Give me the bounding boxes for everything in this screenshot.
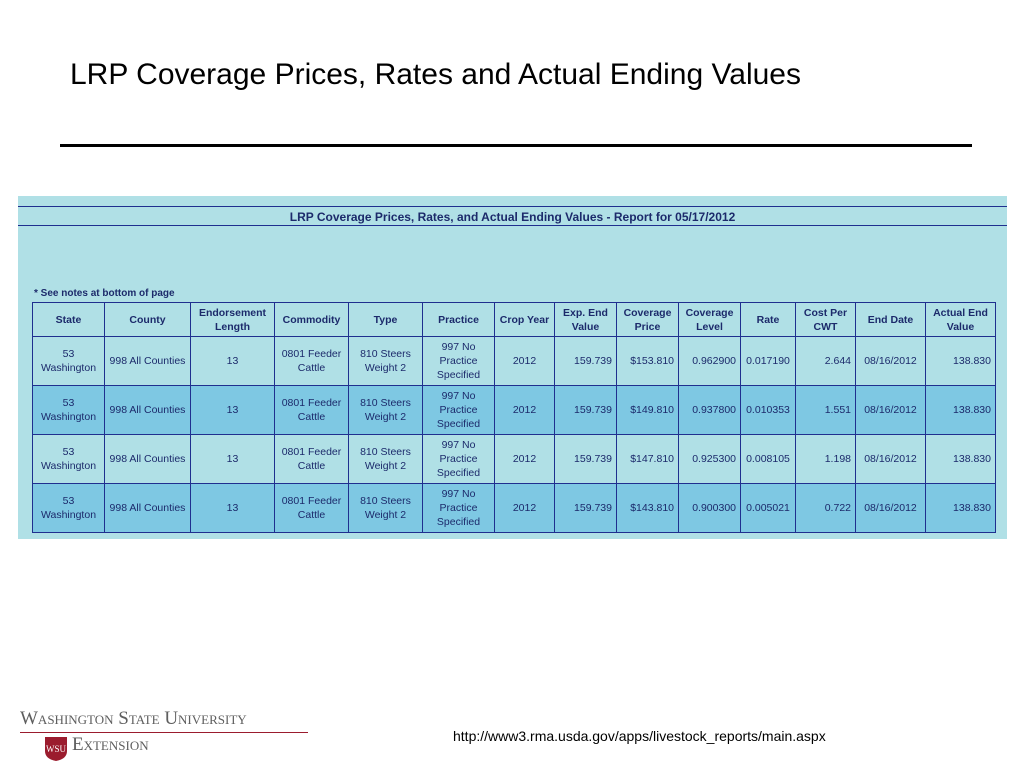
column-header: Endorsement Length	[190, 302, 275, 337]
table-cell: 2012	[494, 385, 555, 435]
source-url[interactable]: http://www3.rma.usda.gov/apps/livestock_…	[453, 728, 826, 744]
table-row: 53 Washington 998 All Counties 13 0801 Feed…	[32, 434, 996, 484]
table-cell: 810 Steers Weight 2	[348, 434, 423, 484]
table-cell: 2012	[494, 336, 555, 386]
table-cell: 13	[190, 434, 275, 484]
column-header: Coverage Price	[616, 302, 679, 337]
column-header: Coverage Level	[678, 302, 741, 337]
table-cell: 13	[190, 385, 275, 435]
table-row: 53 Washington 998 All Counties 13 0801 Feed…	[32, 385, 996, 435]
table-cell: $149.810	[616, 385, 679, 435]
report-header: LRP Coverage Prices, Rates, and Actual E…	[18, 206, 1007, 226]
wsu-extension-logo: Washington State University WSU Extensio…	[20, 708, 312, 764]
table-cell: 810 Steers Weight 2	[348, 336, 423, 386]
table-cell: 138.830	[925, 434, 996, 484]
column-header: Exp. End Value	[554, 302, 617, 337]
table-cell: 0.722	[795, 483, 856, 533]
table-cell: 998 All Counties	[104, 483, 191, 533]
column-header: Cost Per CWT	[795, 302, 856, 337]
table-cell: 0.900300	[678, 483, 741, 533]
table-cell: 53 Washington	[32, 385, 105, 435]
table-cell: 2.644	[795, 336, 856, 386]
column-header: Actual End Value	[925, 302, 996, 337]
table-cell: 998 All Counties	[104, 385, 191, 435]
table-cell: 138.830	[925, 385, 996, 435]
wsu-seal-icon: WSU	[45, 737, 67, 761]
table-cell: 2012	[494, 483, 555, 533]
logo-rule	[20, 732, 308, 733]
column-header: Crop Year	[494, 302, 555, 337]
column-header: End Date	[855, 302, 926, 337]
table-cell: 810 Steers Weight 2	[348, 385, 423, 435]
table-cell: 0.010353	[740, 385, 796, 435]
coverage-table: State County Endorsement Length Commodity Ty…	[32, 302, 996, 533]
table-row: 53 Washington 998 All Counties 13 0801 Feed…	[32, 483, 996, 533]
table-row: 53 Washington 998 All Counties 13 0801 Feed…	[32, 336, 996, 386]
column-header: Practice	[422, 302, 495, 337]
table-cell: 0.008105	[740, 434, 796, 484]
table-cell: 53 Washington	[32, 336, 105, 386]
table-cell: 0801 Feeder Cattle	[274, 336, 349, 386]
table-cell: 159.739	[554, 385, 617, 435]
table-cell: 08/16/2012	[855, 483, 926, 533]
table-cell: 08/16/2012	[855, 385, 926, 435]
column-header: Type	[348, 302, 423, 337]
table-cell: 997 No Practice Specified	[422, 483, 495, 533]
column-header: Rate	[740, 302, 796, 337]
table-cell: 0801 Feeder Cattle	[274, 385, 349, 435]
table-cell: 810 Steers Weight 2	[348, 483, 423, 533]
report-screenshot: LRP Coverage Prices, Rates, and Actual E…	[18, 196, 1007, 539]
table-cell: 159.739	[554, 483, 617, 533]
table-body: 53 Washington 998 All Counties 13 0801 Feed…	[32, 336, 996, 533]
notes-label: * See notes at bottom of page	[34, 288, 175, 299]
table-cell: 0.962900	[678, 336, 741, 386]
table-cell: 159.739	[554, 434, 617, 484]
table-cell: 53 Washington	[32, 434, 105, 484]
table-cell: 997 No Practice Specified	[422, 434, 495, 484]
table-cell: 1.551	[795, 385, 856, 435]
table-cell: 0.925300	[678, 434, 741, 484]
logo-extension-name: Extension	[72, 734, 149, 755]
table-cell: 0.937800	[678, 385, 741, 435]
table-cell: 0801 Feeder Cattle	[274, 434, 349, 484]
table-cell: 1.198	[795, 434, 856, 484]
table-cell: 997 No Practice Specified	[422, 385, 495, 435]
table-cell: 998 All Counties	[104, 434, 191, 484]
title-divider	[60, 144, 972, 147]
table-cell: 0.005021	[740, 483, 796, 533]
table-cell: 998 All Counties	[104, 336, 191, 386]
column-header: County	[104, 302, 191, 337]
table-cell: $153.810	[616, 336, 679, 386]
column-header: State	[32, 302, 105, 337]
table-cell: 0.017190	[740, 336, 796, 386]
table-cell: 08/16/2012	[855, 434, 926, 484]
table-cell: 2012	[494, 434, 555, 484]
table-cell: $147.810	[616, 434, 679, 484]
table-cell: $143.810	[616, 483, 679, 533]
table-cell: 159.739	[554, 336, 617, 386]
logo-university-name: Washington State University	[20, 708, 247, 729]
table-cell: 08/16/2012	[855, 336, 926, 386]
table-header-row: State County Endorsement Length Commodity Ty…	[32, 302, 996, 337]
column-header: Commodity	[274, 302, 349, 337]
table-cell: 13	[190, 336, 275, 386]
table-cell: 138.830	[925, 483, 996, 533]
table-cell: 138.830	[925, 336, 996, 386]
svg-text:WSU: WSU	[46, 744, 67, 754]
table-cell: 13	[190, 483, 275, 533]
table-cell: 0801 Feeder Cattle	[274, 483, 349, 533]
table-cell: 997 No Practice Specified	[422, 336, 495, 386]
table-cell: 53 Washington	[32, 483, 105, 533]
slide-title: LRP Coverage Prices, Rates and Actual En…	[70, 58, 801, 91]
